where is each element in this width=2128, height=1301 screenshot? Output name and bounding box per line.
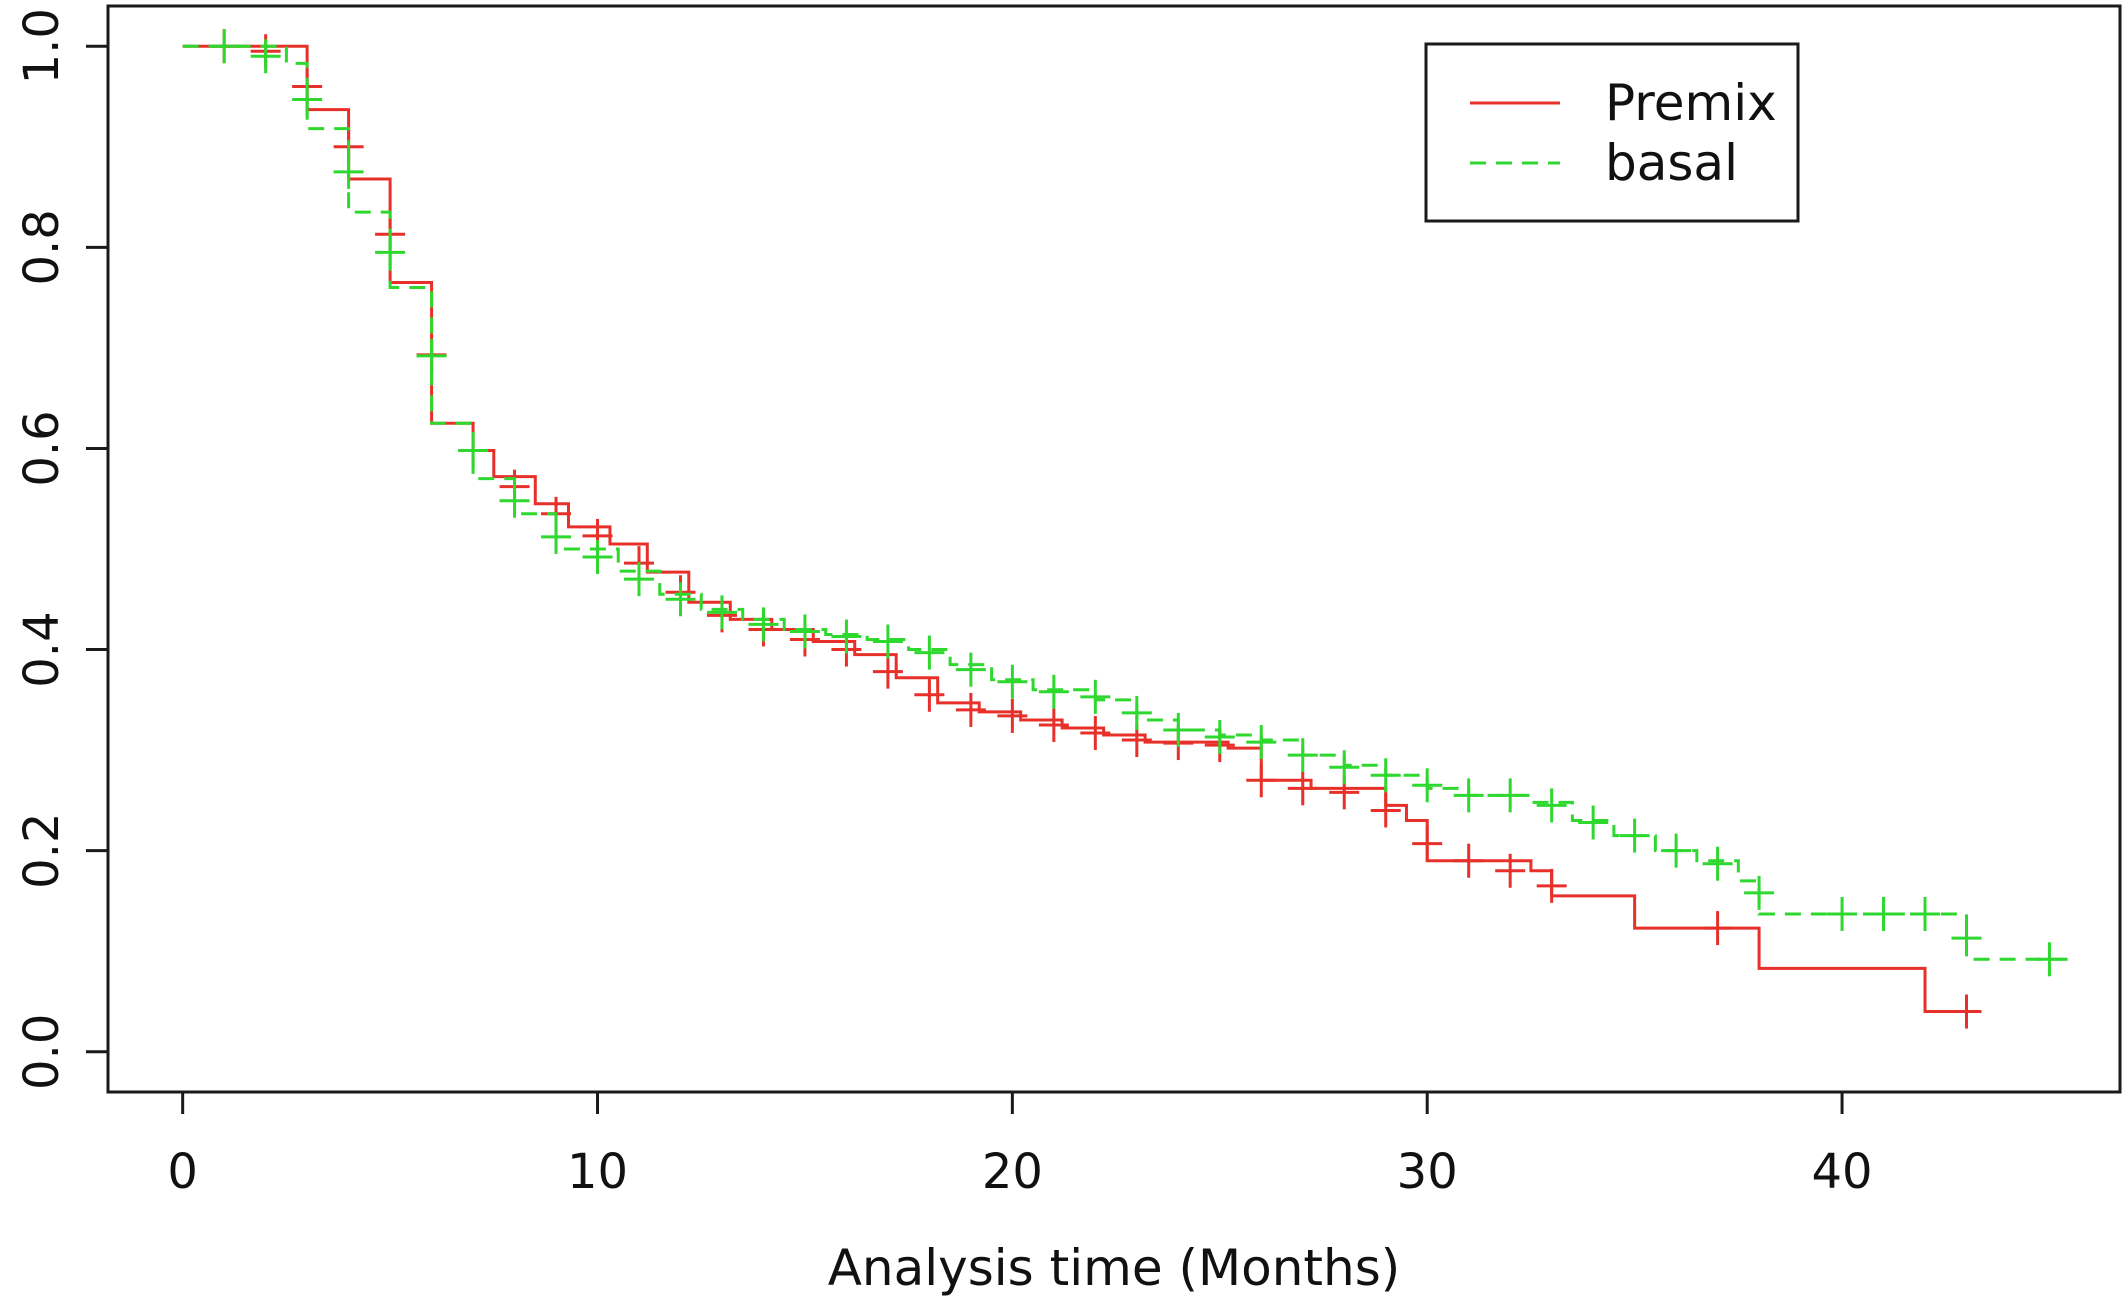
y-tick-label: 1.0 xyxy=(14,8,70,84)
censor-mark-basal xyxy=(1536,788,1567,823)
y-tick-label: 0.4 xyxy=(14,611,70,687)
legend-box xyxy=(1424,42,1800,223)
censor-mark-basal xyxy=(333,154,364,189)
censor-mark-basal xyxy=(1038,674,1069,709)
censor-mark-basal xyxy=(914,635,945,670)
censor-mark-premix xyxy=(1495,853,1526,888)
censor-mark-basal xyxy=(872,624,903,659)
censor-mark-premix xyxy=(1287,771,1318,806)
x-axis-title: Analysis time (Months) xyxy=(828,1239,1401,1296)
censor-mark-basal xyxy=(541,519,572,554)
censor-mark-basal xyxy=(1951,921,1982,956)
censor-mark-basal xyxy=(1163,713,1194,747)
censor-mark-basal xyxy=(1121,695,1152,730)
censor-mark-basal xyxy=(789,614,820,649)
censor-mark-basal xyxy=(1329,750,1360,785)
series-layer xyxy=(182,29,2071,1029)
censor-mark-basal xyxy=(375,235,406,270)
censor-mark-basal xyxy=(458,433,489,468)
censor-mark-basal xyxy=(1661,833,1692,868)
censor-mark-premix xyxy=(955,692,986,727)
censor-mark-basal xyxy=(2034,942,2065,977)
censor-mark-basal xyxy=(416,338,447,373)
censor-mark-basal xyxy=(209,29,240,64)
x-tick-label: 10 xyxy=(567,1144,628,1200)
x-tick-label: 20 xyxy=(982,1144,1043,1200)
censor-mark-basal xyxy=(706,595,737,630)
censor-mark-basal xyxy=(1453,778,1484,813)
censor-mark-basal xyxy=(831,619,862,654)
legend-label-basal: basal xyxy=(1605,134,1738,192)
censor-mark-premix xyxy=(1080,716,1111,751)
censor-mark-basal xyxy=(997,664,1028,699)
censor-mark-basal xyxy=(624,562,655,597)
censor-mark-basal xyxy=(1868,897,1899,932)
censor-mark-basal xyxy=(1287,738,1318,773)
y-tick-label: 0.2 xyxy=(14,812,70,888)
censor-mark-basal xyxy=(250,39,281,74)
censor-mark-basal xyxy=(499,483,530,518)
censor-mark-basal xyxy=(1370,758,1401,793)
censor-mark-premix xyxy=(1951,994,1982,1029)
censor-mark-basal xyxy=(1827,897,1858,932)
censor-mark-premix xyxy=(997,698,1028,733)
censor-mark-basal xyxy=(1246,725,1277,760)
censor-mark-basal xyxy=(1495,778,1526,813)
censor-mark-basal xyxy=(1578,805,1609,840)
censor-mark-basal xyxy=(1619,818,1650,853)
y-tick-label: 0.0 xyxy=(14,1014,70,1090)
censor-mark-premix xyxy=(872,654,903,689)
censor-mark-premix xyxy=(914,677,945,712)
censor-mark-premix xyxy=(1412,826,1443,861)
x-tick-label: 40 xyxy=(1812,1144,1873,1200)
censor-mark-premix xyxy=(1370,793,1401,828)
censor-mark-basal xyxy=(1744,875,1775,910)
y-tick-label: 0.8 xyxy=(14,209,70,285)
censor-mark-basal xyxy=(1204,720,1235,755)
censor-mark-basal xyxy=(1412,768,1443,803)
censor-mark-premix xyxy=(1246,763,1277,798)
y-tick-label: 0.6 xyxy=(14,410,70,486)
x-tick-label: 30 xyxy=(1397,1144,1458,1200)
legend-label-premix: Premix xyxy=(1605,74,1777,132)
x-tick-label: 0 xyxy=(167,1144,198,1200)
plot-frame xyxy=(106,4,2122,1094)
censor-mark-premix xyxy=(1536,868,1567,903)
censor-mark-basal xyxy=(292,82,323,117)
censor-mark-premix xyxy=(1453,843,1484,878)
y-axis: 0.0 0.2 0.4 0.6 0.8 1.0 xyxy=(14,8,110,1090)
x-axis: 0 10 20 30 40 xyxy=(167,1090,1873,1200)
censor-mark-premix xyxy=(1702,911,1733,946)
censor-mark-basal xyxy=(1080,679,1111,714)
censor-mark-premix xyxy=(1038,707,1069,742)
censor-mark-basal xyxy=(665,582,696,617)
legend: Premix basal xyxy=(1424,42,1800,223)
censor-mark-basal xyxy=(748,607,779,642)
censor-mark-basal xyxy=(1910,897,1941,932)
censor-mark-basal xyxy=(1702,846,1733,881)
censor-mark-basal xyxy=(955,652,986,687)
censor-mark-basal xyxy=(582,540,613,575)
